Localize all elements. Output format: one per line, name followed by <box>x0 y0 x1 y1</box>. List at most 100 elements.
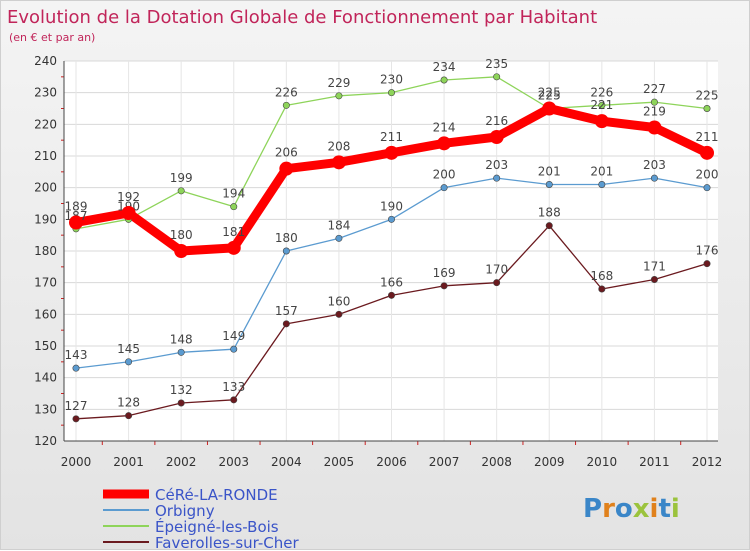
data-point <box>177 348 185 356</box>
data-label: 229 <box>327 76 350 90</box>
data-label: 227 <box>643 82 666 96</box>
data-point <box>282 320 290 328</box>
data-label: 203 <box>643 158 666 172</box>
data-label: 214 <box>433 120 456 134</box>
x-tick-label: 2001 <box>113 455 144 469</box>
data-label: 206 <box>275 146 298 160</box>
data-label: 184 <box>327 218 350 232</box>
y-tick-label: 140 <box>34 371 57 385</box>
y-tick-label: 200 <box>34 181 57 195</box>
legend-label: Faverolles-sur-Cher <box>155 534 300 551</box>
y-tick-label: 210 <box>34 149 57 163</box>
data-label: 211 <box>380 130 403 144</box>
data-point <box>72 415 80 423</box>
data-label: 180 <box>275 231 298 245</box>
data-label: 149 <box>222 329 245 343</box>
proxiti-logo: Proxiti <box>583 494 680 524</box>
data-point <box>647 120 662 135</box>
data-label: 189 <box>65 200 88 214</box>
data-label: 216 <box>485 114 508 128</box>
data-point <box>125 412 133 420</box>
y-tick-label: 150 <box>34 339 57 353</box>
data-point <box>493 73 501 81</box>
y-tick-label: 120 <box>34 434 57 448</box>
data-point <box>703 260 711 268</box>
chart-subtitle: (en € et par an) <box>9 31 95 44</box>
x-tick-label: 2002 <box>166 455 197 469</box>
legend-label: CéRé-LA-RONDE <box>155 486 278 504</box>
x-tick-label: 2009 <box>534 455 565 469</box>
data-label: 127 <box>65 399 88 413</box>
data-point <box>72 364 80 372</box>
data-label: 225 <box>696 89 719 103</box>
data-label: 194 <box>222 187 245 201</box>
data-point <box>545 222 553 230</box>
data-label: 226 <box>590 85 613 99</box>
data-label: 225 <box>538 86 561 100</box>
data-label: 176 <box>696 244 719 258</box>
x-tick-label: 2010 <box>587 455 618 469</box>
y-tick-label: 130 <box>34 402 57 416</box>
data-label: 133 <box>222 380 245 394</box>
data-point <box>387 215 395 223</box>
chart-title: Evolution de la Dotation Globale de Fonc… <box>7 7 597 28</box>
data-label: 201 <box>590 165 613 179</box>
data-point <box>331 155 346 170</box>
data-label: 219 <box>643 105 666 119</box>
plot-area: 120 130 140 150 160 170 180 190 200 210 220 230 240 2… <box>34 54 722 469</box>
data-point <box>177 187 185 195</box>
data-label: 234 <box>433 60 456 74</box>
x-tick-label: 2005 <box>324 455 355 469</box>
data-label: 160 <box>327 294 350 308</box>
legend: CéRé-LA-RONDEOrbignyÉpeigné-les-BoisFave… <box>103 486 300 551</box>
data-point <box>650 174 658 182</box>
data-label: 171 <box>643 260 666 274</box>
data-point <box>542 101 557 116</box>
data-point <box>121 206 136 220</box>
x-tick-label: 2007 <box>429 455 460 469</box>
y-tick-label: 170 <box>34 276 57 290</box>
data-label: 226 <box>275 85 298 99</box>
data-label: 168 <box>590 269 613 283</box>
legend-label: Orbigny <box>155 502 215 520</box>
data-label: 157 <box>275 304 298 318</box>
data-point <box>174 244 189 258</box>
data-point <box>125 358 133 366</box>
data-point <box>440 184 448 192</box>
data-point <box>598 285 606 293</box>
data-point <box>335 92 343 100</box>
data-point <box>69 215 83 230</box>
data-label: 190 <box>380 199 403 213</box>
x-tick-label: 2000 <box>61 455 92 469</box>
data-label: 211 <box>696 130 719 144</box>
data-label: 170 <box>485 263 508 277</box>
y-tick-label: 230 <box>34 86 57 100</box>
data-point <box>493 174 501 182</box>
data-point <box>440 282 448 290</box>
y-tick-label: 240 <box>34 54 57 68</box>
data-point <box>230 203 238 211</box>
data-label: 221 <box>590 98 613 112</box>
data-point <box>226 240 241 255</box>
data-point <box>230 396 238 404</box>
legend-label: Épeigné-les-Bois <box>155 517 279 536</box>
data-point <box>387 291 395 299</box>
data-label: 188 <box>538 206 561 220</box>
data-label: 230 <box>380 73 403 87</box>
x-tick-label: 2008 <box>481 455 512 469</box>
data-label: 200 <box>433 168 456 182</box>
data-label: 235 <box>485 57 508 71</box>
data-label: 148 <box>170 332 193 346</box>
data-point <box>493 279 501 287</box>
data-point <box>230 345 238 353</box>
x-tick-label: 2004 <box>271 455 302 469</box>
data-point <box>282 247 290 255</box>
data-label: 143 <box>65 348 88 362</box>
data-label: 128 <box>117 396 140 410</box>
data-label: 145 <box>117 342 140 356</box>
data-point <box>279 161 294 176</box>
data-point <box>703 105 711 113</box>
data-label: 166 <box>380 275 403 289</box>
